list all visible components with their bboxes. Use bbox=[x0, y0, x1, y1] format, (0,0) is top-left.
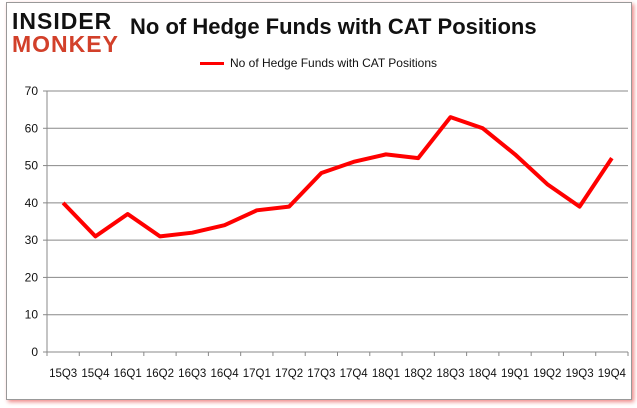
y-tick-label: 40 bbox=[25, 196, 39, 210]
x-tick-label: 19Q3 bbox=[566, 368, 594, 380]
y-tick-label: 10 bbox=[25, 308, 39, 322]
series-line bbox=[61, 115, 614, 239]
y-tick-label: 0 bbox=[31, 345, 38, 359]
y-tick-label: 50 bbox=[25, 159, 39, 173]
x-tick-label: 16Q4 bbox=[210, 368, 239, 380]
legend: No of Hedge Funds with CAT Positions bbox=[200, 56, 437, 70]
insider-monkey-logo: INSIDER MONKEY bbox=[12, 10, 119, 56]
x-tick-label: 18Q4 bbox=[469, 368, 498, 380]
x-tick-label: 16Q1 bbox=[114, 368, 142, 380]
x-tick-label: 19Q4 bbox=[598, 368, 627, 380]
x-tick-label: 15Q3 bbox=[49, 368, 77, 380]
legend-label: No of Hedge Funds with CAT Positions bbox=[230, 56, 437, 70]
x-tick-label: 17Q2 bbox=[275, 368, 303, 380]
y-tick-label: 20 bbox=[25, 270, 39, 284]
logo-line2: MONKEY bbox=[12, 31, 119, 57]
y-tick-label: 60 bbox=[25, 121, 39, 135]
x-tick-label: 16Q3 bbox=[178, 368, 206, 380]
x-tick-label: 17Q3 bbox=[307, 368, 335, 380]
x-tick-label: 18Q3 bbox=[436, 368, 464, 380]
x-tick-label: 17Q4 bbox=[340, 368, 369, 380]
x-tick-label: 16Q2 bbox=[146, 368, 174, 380]
x-tick-label: 15Q4 bbox=[81, 368, 110, 380]
y-tick-label: 30 bbox=[25, 233, 39, 247]
x-tick-label: 18Q1 bbox=[372, 368, 400, 380]
x-tick-label: 17Q1 bbox=[243, 368, 271, 380]
logo-line1: INSIDER bbox=[12, 8, 113, 34]
x-tick-label: 18Q2 bbox=[404, 368, 432, 380]
x-tick-label: 19Q1 bbox=[501, 368, 529, 380]
chart-title: No of Hedge Funds with CAT Positions bbox=[130, 14, 537, 39]
x-tick-label: 19Q2 bbox=[533, 368, 561, 380]
legend-swatch bbox=[200, 61, 224, 65]
chart-frame bbox=[6, 2, 632, 400]
y-tick-label: 70 bbox=[25, 84, 39, 98]
